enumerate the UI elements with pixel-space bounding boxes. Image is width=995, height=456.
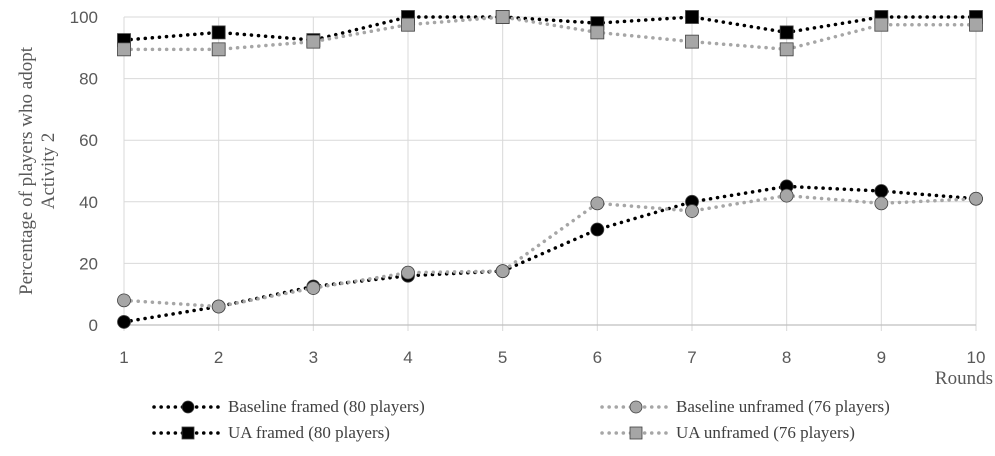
series-line bbox=[122, 15, 978, 42]
legend: Baseline framed (80 players) Baseline unf… bbox=[152, 397, 890, 442]
gridlines bbox=[123, 16, 977, 331]
series-line bbox=[122, 193, 978, 309]
y-axis-title: Percentage of players who adoptActivity … bbox=[16, 46, 59, 295]
legend-label: UA framed (80 players) bbox=[228, 423, 390, 442]
data-point bbox=[117, 42, 131, 57]
x-tick-label: 10 bbox=[967, 348, 986, 367]
y-tick-label: 20 bbox=[79, 254, 98, 273]
legend-marker bbox=[181, 400, 195, 414]
x-tick-label: 6 bbox=[593, 348, 602, 367]
legend-marker bbox=[629, 426, 643, 440]
series-3 bbox=[117, 10, 983, 47]
series-4 bbox=[117, 10, 983, 57]
legend-label: Baseline framed (80 players) bbox=[228, 397, 425, 416]
series-line bbox=[122, 15, 978, 52]
legend-marker bbox=[181, 426, 195, 440]
data-point bbox=[211, 25, 226, 40]
series bbox=[117, 10, 983, 329]
x-tick-label: 9 bbox=[877, 348, 886, 367]
x-axis-title: Rounds bbox=[935, 368, 993, 389]
legend-marker bbox=[629, 400, 643, 414]
x-tick-label: 3 bbox=[309, 348, 318, 367]
data-point bbox=[685, 10, 699, 24]
data-point bbox=[495, 10, 510, 24]
x-tick-label: 2 bbox=[214, 348, 223, 367]
tick-labels: 0 20 40 60 80 100 1 2 3 4 5 6 7 8 9 10 bbox=[70, 8, 986, 367]
legend-item: UA framed (80 players) bbox=[152, 423, 390, 442]
x-tick-label: 1 bbox=[119, 348, 128, 367]
data-point bbox=[495, 264, 510, 279]
x-tick-label: 7 bbox=[687, 348, 696, 367]
legend-item: UA unframed (76 players) bbox=[600, 423, 855, 442]
data-point bbox=[685, 204, 699, 218]
y-tick-label: 0 bbox=[89, 316, 98, 335]
data-point bbox=[211, 299, 226, 314]
y-axis-title-line: Percentage of players who adopt bbox=[16, 46, 37, 295]
legend-item: Baseline unframed (76 players) bbox=[600, 397, 890, 416]
legend-item: Baseline framed (80 players) bbox=[152, 397, 425, 416]
data-point bbox=[117, 315, 131, 329]
x-tick-label: 5 bbox=[498, 348, 507, 367]
data-point bbox=[117, 293, 131, 308]
data-point bbox=[874, 184, 889, 198]
data-point bbox=[969, 17, 983, 32]
y-tick-label: 40 bbox=[79, 193, 98, 212]
legend-label: UA unframed (76 players) bbox=[676, 423, 855, 442]
x-tick-label: 8 bbox=[782, 348, 791, 367]
data-point bbox=[779, 188, 794, 203]
data-point bbox=[969, 191, 983, 206]
data-point bbox=[874, 17, 889, 32]
data-point bbox=[779, 25, 794, 40]
data-point bbox=[685, 34, 699, 49]
data-point bbox=[874, 196, 889, 211]
series-2 bbox=[117, 188, 983, 314]
data-point bbox=[401, 265, 415, 280]
series-line bbox=[122, 184, 978, 324]
y-axis-title-line: Activity 2 bbox=[38, 133, 59, 210]
data-point bbox=[211, 42, 226, 57]
y-tick-label: 60 bbox=[79, 131, 98, 150]
data-point bbox=[590, 25, 605, 40]
data-point bbox=[590, 222, 605, 237]
data-point bbox=[590, 196, 605, 211]
y-tick-label: 80 bbox=[79, 70, 98, 89]
legend-label: Baseline unframed (76 players) bbox=[676, 397, 890, 416]
x-tick-label: 4 bbox=[403, 348, 412, 367]
data-point bbox=[779, 42, 794, 57]
data-point bbox=[306, 281, 321, 295]
data-point bbox=[306, 34, 321, 49]
data-point bbox=[401, 17, 415, 32]
y-tick-label: 100 bbox=[70, 8, 98, 27]
